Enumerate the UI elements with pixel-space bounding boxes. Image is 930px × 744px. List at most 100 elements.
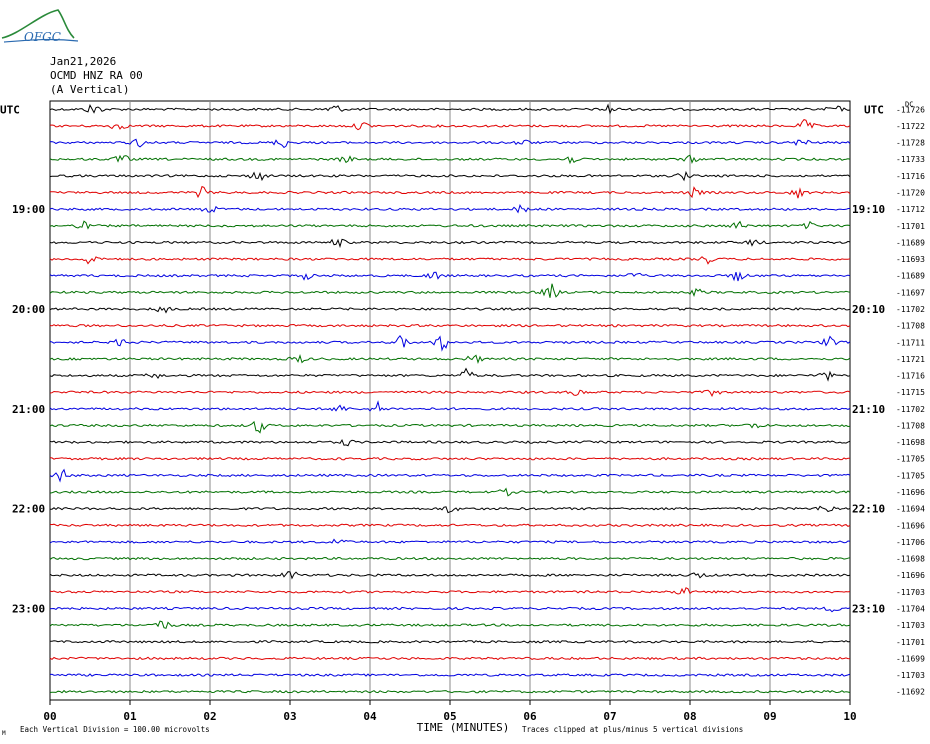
dc-header-label: DC	[905, 100, 913, 108]
trace-row-17	[49, 389, 851, 398]
trace-row-29	[49, 587, 851, 595]
dc-offset-label: -11705	[896, 471, 925, 480]
trace-row-2	[49, 138, 851, 149]
trace-row-14	[49, 334, 851, 352]
dc-offset-label: -11711	[896, 338, 925, 347]
trace-row-5	[49, 185, 851, 199]
traces	[49, 103, 851, 694]
trace-row-30	[49, 606, 851, 613]
dc-offset-label: -11716	[896, 172, 925, 181]
trace-row-26	[49, 538, 851, 544]
footer-mark: M	[2, 730, 6, 737]
dc-offset-label: -11689	[896, 238, 925, 247]
dc-offset-label: -11726	[896, 105, 925, 114]
trace-row-20	[49, 438, 851, 447]
x-tick-label: 02	[203, 710, 216, 723]
x-tick-label: 06	[523, 710, 537, 723]
dc-offset-label: -11698	[896, 438, 925, 447]
dc-offset-label: -11704	[896, 604, 925, 613]
x-tick-label: 03	[283, 710, 296, 723]
x-tick-label: 00	[43, 710, 56, 723]
date-label: Jan21,2026	[50, 55, 117, 68]
trace-row-35	[49, 689, 851, 694]
trace-row-15	[49, 354, 851, 365]
dc-offset-label: -11696	[896, 488, 925, 497]
dc-offset-label: -11693	[896, 255, 925, 264]
trace-row-3	[49, 154, 851, 165]
dc-offset-label: -11721	[896, 355, 925, 364]
dc-offset-label: -11702	[896, 405, 925, 414]
dc-offset-label: -11708	[896, 322, 925, 331]
dc-offset-label: -11701	[896, 638, 925, 647]
trace-row-11	[49, 283, 851, 298]
trace-row-33	[49, 656, 851, 661]
dc-offset-label: -11696	[896, 571, 925, 580]
trace-row-34	[49, 673, 851, 677]
trace-row-13	[49, 323, 851, 328]
utc-left-label: UTC	[0, 103, 20, 116]
trace-row-24	[50, 505, 851, 514]
trace-row-21	[49, 456, 850, 461]
trace-row-0	[49, 103, 851, 115]
dc-offset-label: -11716	[896, 372, 925, 381]
x-tick-label: 04	[363, 710, 377, 723]
trace-row-28	[49, 571, 851, 580]
dc-offset-label: -11720	[896, 189, 925, 198]
x-tick-label: 05	[443, 710, 456, 723]
x-tick-label: 08	[683, 710, 696, 723]
dc-offset-label: -11728	[896, 139, 925, 148]
ofgc-logo: OFGC	[1, 9, 79, 44]
trace-row-10	[49, 271, 851, 282]
dc-offset-label: -11703	[896, 671, 925, 680]
labels: 00 01 02 03 04 05 06 07 08 09 10 -11726 -11722 -11728…	[0, 100, 925, 737]
footer-clip-note: Traces clipped at plus/minus 5 vertical …	[522, 725, 743, 734]
trace-row-9	[49, 256, 851, 265]
hour-label-right: 20:10	[852, 303, 885, 316]
dc-offset-label: -11706	[896, 538, 925, 547]
dc-offset-label: -11696	[896, 521, 925, 530]
dc-offset-label: -11692	[896, 688, 925, 697]
x-tick-label: 07	[603, 710, 616, 723]
dc-offset-label: -11697	[896, 288, 925, 297]
dc-offset-label: -11712	[896, 205, 925, 214]
component-label: (A Vertical)	[50, 83, 130, 96]
dc-offset-label: -11698	[896, 555, 925, 564]
trace-row-32	[49, 640, 851, 644]
trace-row-7	[49, 220, 851, 230]
trace-row-1	[49, 119, 851, 131]
trace-row-19	[49, 420, 851, 434]
footer-division-note: Each Vertical Division = 100.00 microvol…	[20, 725, 210, 734]
hour-label-right: 22:10	[852, 503, 885, 516]
dc-offset-label: -11705	[896, 455, 925, 464]
dc-offset-label: -11702	[896, 305, 925, 314]
trace-row-16	[49, 367, 851, 382]
trace-row-4	[49, 170, 851, 182]
dc-offset-label: -11701	[896, 222, 925, 231]
trace-row-8	[49, 238, 851, 249]
logo-text: OFGC	[24, 30, 61, 44]
dc-offset-label: -11708	[896, 421, 925, 430]
trace-row-27	[49, 556, 851, 561]
dc-offset-label: -11699	[896, 654, 925, 663]
dc-offset-label: -11689	[896, 272, 925, 281]
dc-offset-label: -11722	[896, 122, 925, 131]
x-tick-label: 01	[123, 710, 137, 723]
hour-label-left: 23:00	[12, 602, 45, 615]
hour-label-left: 21:00	[12, 403, 45, 416]
dc-offset-label: -11703	[896, 621, 925, 630]
grid	[49, 100, 851, 705]
hour-label-right: 19:10	[852, 203, 885, 216]
utc-right-label: UTC	[864, 103, 884, 116]
hour-label-left: 22:00	[12, 503, 45, 516]
hour-label-left: 19:00	[12, 203, 45, 216]
dc-offset-label: -11715	[896, 388, 925, 397]
hour-label-left: 20:00	[12, 303, 45, 316]
dc-offset-label: -11694	[896, 505, 925, 514]
hour-label-right: 21:10	[852, 403, 885, 416]
dc-offset-label: -11733	[896, 155, 925, 164]
trace-row-23	[49, 487, 851, 497]
x-tick-label: 09	[763, 710, 776, 723]
trace-row-18	[49, 400, 851, 412]
hour-label-right: 23:10	[852, 602, 885, 615]
